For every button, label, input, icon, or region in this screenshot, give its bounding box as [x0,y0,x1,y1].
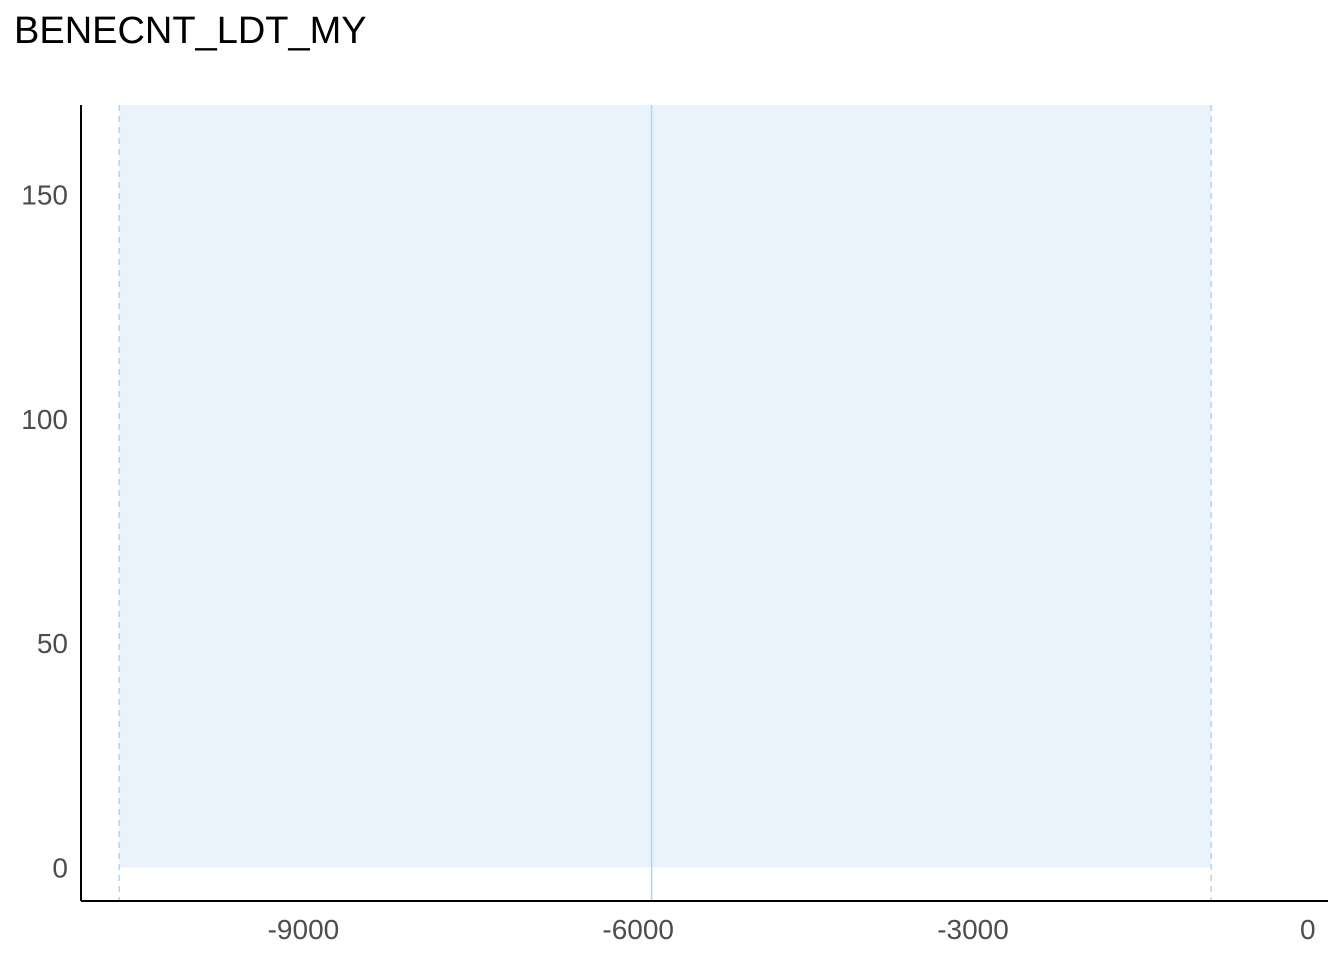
x-tick-label: -9000 [268,914,340,945]
x-tick-label: 0 [1300,914,1316,945]
y-tick-label: 100 [21,404,68,435]
x-tick-label: -6000 [602,914,674,945]
x-tick-label: -3000 [937,914,1009,945]
chart-title: BENECNT_LDT_MY [14,10,367,52]
y-tick-label: 50 [37,628,68,659]
y-tick-label: 150 [21,180,68,211]
y-tick-label: 0 [52,852,68,883]
shaded-region [119,105,1212,868]
